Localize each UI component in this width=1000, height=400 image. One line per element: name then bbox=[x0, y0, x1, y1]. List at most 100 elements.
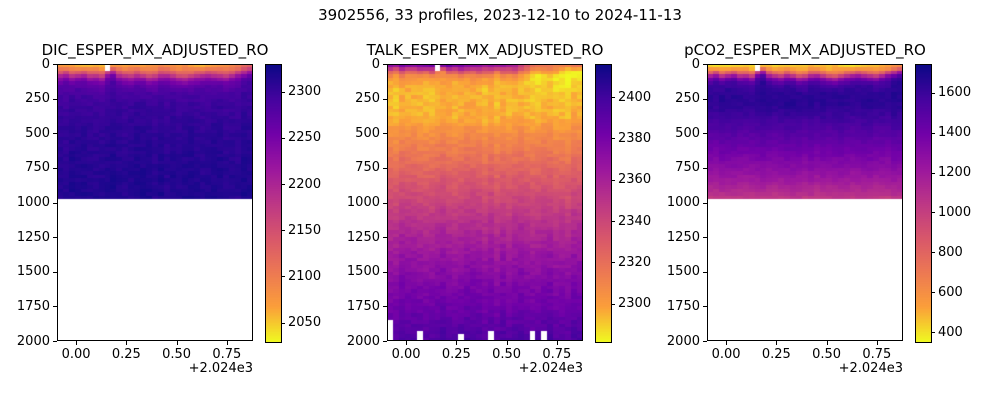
subplot-dic: DIC_ESPER_MX_ADJUSTED_RO +2.024e3 0.00 0.… bbox=[17, 41, 321, 376]
y-tick-label: 1250 bbox=[16, 229, 50, 245]
y-tick-label: 250 bbox=[675, 91, 700, 107]
x-tick-label: 0.00 bbox=[61, 347, 91, 362]
colorbar-tick-label: 1000 bbox=[938, 204, 972, 220]
dic-x-offset-label: +2.024e3 bbox=[188, 361, 253, 376]
y-tick-mark bbox=[53, 341, 57, 342]
pco2-x-offset-label: +2.024e3 bbox=[838, 361, 903, 376]
x-tick-label: 0.00 bbox=[391, 347, 421, 362]
y-tick-mark bbox=[703, 133, 707, 135]
y-tick-label: 0 bbox=[41, 56, 50, 72]
talk-colorbar-gradient bbox=[596, 65, 611, 342]
subplot-talk-title: TALK_ESPER_MX_ADJUSTED_RO bbox=[366, 41, 604, 59]
y-tick-label: 500 bbox=[25, 125, 50, 141]
y-tick-label: 250 bbox=[25, 91, 50, 107]
x-tick-label: 0.50 bbox=[162, 347, 192, 362]
colorbar-tick-label: 2200 bbox=[288, 176, 322, 192]
y-tick-mark bbox=[53, 306, 57, 308]
y-tick-label: 1750 bbox=[16, 298, 50, 314]
y-tick-mark bbox=[53, 237, 57, 239]
y-tick-mark bbox=[383, 64, 387, 65]
y-tick-label: 1250 bbox=[666, 229, 700, 245]
x-tick-mark bbox=[406, 341, 408, 345]
x-tick-mark bbox=[226, 341, 228, 345]
colorbar-tick-label: 1200 bbox=[938, 165, 972, 181]
colorbar-tick-mark bbox=[931, 212, 935, 214]
colorbar-tick-mark bbox=[611, 138, 615, 140]
y-tick-mark bbox=[383, 271, 387, 273]
y-tick-label: 1000 bbox=[16, 195, 50, 210]
y-tick-mark bbox=[383, 341, 387, 342]
y-tick-label: 1500 bbox=[16, 264, 50, 280]
colorbar-tick-mark bbox=[281, 322, 285, 324]
colorbar-tick-mark bbox=[281, 91, 285, 93]
y-tick-label: 500 bbox=[675, 125, 700, 141]
y-tick-mark bbox=[53, 133, 57, 135]
y-tick-mark bbox=[703, 341, 707, 342]
x-tick-mark bbox=[456, 341, 458, 345]
figure-title: 3902556, 33 profiles, 2023-12-10 to 2024… bbox=[318, 6, 682, 24]
y-tick-mark bbox=[703, 98, 707, 100]
subplot-pco2: pCO2_ESPER_MX_ADJUSTED_RO +2.024e3 0.00 0… bbox=[667, 41, 971, 376]
y-tick-mark bbox=[703, 64, 707, 65]
colorbar-tick-label: 800 bbox=[938, 244, 963, 260]
y-tick-label: 500 bbox=[355, 125, 380, 141]
colorbar-tick-label: 2300 bbox=[618, 296, 652, 312]
colorbar-tick-mark bbox=[281, 184, 285, 186]
x-tick-label: 0.25 bbox=[111, 347, 141, 362]
x-tick-mark bbox=[556, 341, 558, 345]
colorbar-tick-label: 2050 bbox=[288, 315, 322, 331]
x-tick-mark bbox=[876, 341, 878, 345]
y-tick-label: 1250 bbox=[346, 229, 380, 245]
y-tick-label: 1500 bbox=[666, 264, 700, 280]
colorbar-tick-label: 1600 bbox=[938, 85, 972, 101]
colorbar-tick-mark bbox=[611, 179, 615, 181]
x-tick-mark bbox=[776, 341, 778, 345]
x-tick-mark bbox=[506, 341, 508, 345]
x-tick-label: 0.75 bbox=[212, 347, 242, 362]
y-tick-label: 1750 bbox=[346, 298, 380, 314]
colorbar-tick-label: 2340 bbox=[618, 213, 652, 229]
colorbar-tick-mark bbox=[281, 230, 285, 232]
colorbar-tick-label: 2320 bbox=[618, 254, 652, 270]
talk-heatmap-canvas bbox=[387, 64, 583, 341]
x-tick-mark bbox=[126, 341, 128, 345]
x-tick-mark bbox=[176, 341, 178, 345]
y-tick-label: 2000 bbox=[346, 333, 380, 349]
y-tick-label: 1500 bbox=[346, 264, 380, 280]
colorbar-tick-label: 2100 bbox=[288, 268, 322, 284]
y-tick-mark bbox=[53, 167, 57, 169]
colorbar-tick-mark bbox=[611, 221, 615, 223]
colorbar-tick-mark bbox=[611, 97, 615, 99]
y-tick-mark bbox=[383, 237, 387, 239]
subplot-talk: TALK_ESPER_MX_ADJUSTED_RO +2.024e3 0.00 0… bbox=[347, 41, 651, 376]
y-tick-mark bbox=[703, 167, 707, 169]
y-tick-label: 250 bbox=[355, 91, 380, 107]
y-tick-mark bbox=[703, 237, 707, 239]
colorbar-tick-label: 2150 bbox=[288, 222, 322, 238]
colorbar-tick-mark bbox=[611, 262, 615, 264]
subplot-pco2-title: pCO2_ESPER_MX_ADJUSTED_RO bbox=[684, 41, 926, 59]
y-tick-mark bbox=[703, 202, 707, 204]
colorbar-tick-label: 2380 bbox=[618, 130, 652, 146]
pco2-colorbar-gradient bbox=[916, 65, 931, 342]
colorbar-tick-label: 2250 bbox=[288, 130, 322, 146]
y-tick-mark bbox=[53, 271, 57, 273]
y-tick-label: 750 bbox=[355, 160, 380, 176]
subplot-dic-title: DIC_ESPER_MX_ADJUSTED_RO bbox=[41, 41, 269, 59]
y-tick-mark bbox=[53, 202, 57, 204]
x-tick-label: 0.75 bbox=[862, 347, 892, 362]
x-tick-label: 0.00 bbox=[711, 347, 741, 362]
talk-x-offset-label: +2.024e3 bbox=[518, 361, 583, 376]
colorbar-tick-label: 400 bbox=[938, 324, 963, 340]
y-tick-label: 1000 bbox=[666, 195, 700, 210]
y-tick-mark bbox=[383, 98, 387, 100]
x-tick-label: 0.50 bbox=[812, 347, 842, 362]
x-tick-label: 0.25 bbox=[761, 347, 791, 362]
x-tick-label: 0.25 bbox=[441, 347, 471, 362]
colorbar-tick-mark bbox=[931, 332, 935, 334]
y-tick-label: 2000 bbox=[16, 333, 50, 349]
x-tick-mark bbox=[76, 341, 78, 345]
colorbar-tick-label: 600 bbox=[938, 284, 963, 300]
dic-colorbar-gradient bbox=[266, 65, 281, 342]
